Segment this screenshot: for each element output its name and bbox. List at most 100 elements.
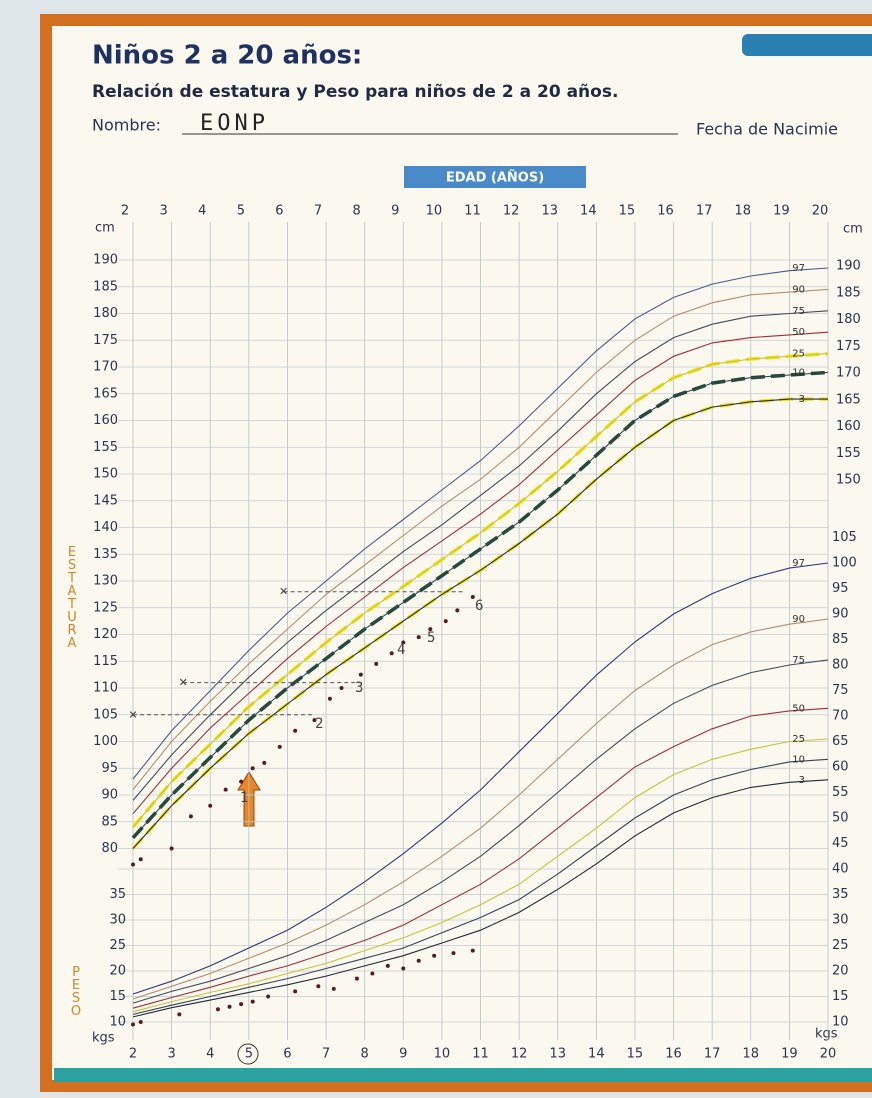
y-tick-label: 175 [93,333,118,348]
y2-tick-label: 30 [832,913,849,928]
y-right-tick-label: 190 [836,259,861,274]
x-tick-label-top: 10 [426,204,443,219]
y2-tick-label: 55 [832,785,849,800]
percentile-label: 75 [792,306,805,317]
x-tick-label-bottom: 6 [283,1047,291,1062]
y2-tick-label: 80 [832,658,849,673]
y-tick-label: 185 [93,279,118,294]
x-tick-label-bottom: 20 [820,1047,837,1062]
title: Niños 2 a 20 años: [92,41,362,71]
y2-tick-label: 105 [832,530,857,545]
y-tick-label: 130 [93,574,118,589]
patient-point [262,761,266,765]
x-tick-label-top: 19 [773,204,790,219]
percentile-label: 25 [792,349,805,360]
name-label: Nombre: [92,116,161,135]
y-tick-label: 120 [93,627,118,642]
y-tick-label: 125 [93,600,118,615]
x-tick-label-bottom: 14 [588,1047,605,1062]
y-tick-label: 110 [93,681,118,696]
patient-point [266,995,270,999]
patient-point [251,766,255,770]
visit-label: 1 [240,790,248,806]
patient-point [170,847,174,851]
y2-tick-label: 45 [832,836,849,851]
x-tick-label-bottom: 10 [434,1047,451,1062]
patient-point [278,745,282,749]
y2-tick-label: 90 [832,607,849,622]
reference-mark: × [179,675,187,691]
percentile-label: 25 [792,734,805,745]
x-tick-label-top: 8 [353,204,361,219]
patient-point [328,697,332,701]
y-tick-label: 105 [93,707,118,722]
patient-point [401,966,405,970]
x-tick-label-bottom: 13 [549,1047,566,1062]
percentile-label: 90 [792,284,805,295]
visit-label: 2 [315,716,323,732]
y-right-tick-label: 165 [836,392,861,407]
reference-mark: × [279,584,287,600]
percentile-label: 50 [792,703,805,714]
percentile-label: 97 [792,263,805,274]
y-tick-label: 95 [101,761,118,776]
x-tick-label-bottom: 8 [361,1047,369,1062]
x-tick-label-bottom: 7 [322,1047,330,1062]
y2-left-tick-label: 20 [109,964,126,979]
x-tick-label-bottom: 16 [665,1047,682,1062]
y2-tick-label: 100 [832,556,857,571]
patient-point [386,964,390,968]
patient-point [432,954,436,958]
y2-tick-label: 40 [832,862,849,877]
x-tick-label-bottom: 18 [743,1047,760,1062]
x-tick-label-bottom: 12 [511,1047,528,1062]
y2-tick-label: 75 [832,683,849,698]
patient-point [208,804,212,808]
visit-label: 6 [475,598,483,614]
height-title: ESTATURA [65,545,80,649]
y2-tick-label: 95 [832,581,849,596]
y2-left-tick-label: 25 [109,938,126,953]
patient-point [444,619,448,623]
x-tick-label-top: 4 [198,204,206,219]
y-right-tick-label: 185 [836,285,861,300]
y-tick-label: 80 [101,841,118,856]
patient-point [451,951,455,955]
y-tick-label: 160 [93,413,118,428]
patient-point [359,673,363,677]
patient-point [131,863,135,867]
patient-point [177,1012,181,1016]
percentile-label: 3 [799,394,805,405]
x-tick-label-bottom: 5 [245,1047,253,1062]
x-tick-label-bottom: 11 [472,1047,489,1062]
x-tick-label-top: 18 [735,204,752,219]
x-tick-label-bottom: 4 [206,1047,214,1062]
y-right-tick-label: 150 [836,473,861,488]
x-tick-label-top: 20 [812,204,829,219]
y2-tick-label: 85 [832,632,849,647]
y2-left-tick-label: 15 [109,989,126,1004]
patient-point [332,987,336,991]
x-tick-label-top: 14 [580,204,597,219]
visit-label: 4 [397,642,405,658]
x-tick-label-top: 5 [237,204,245,219]
patient-point [228,1005,232,1009]
percentile-label: 90 [792,614,805,625]
x-tick-label-bottom: 17 [704,1047,721,1062]
patient-point [139,1020,143,1024]
y-right-tick-label: 170 [836,366,861,381]
patient-point [417,959,421,963]
x-tick-label-bottom: 2 [129,1047,137,1062]
patient-point [355,977,359,981]
percentile-label: 10 [792,754,805,765]
y-right-tick-label: 160 [836,419,861,434]
x-tick-label-bottom: 3 [167,1047,175,1062]
y2-left-tick-label: 10 [109,1015,126,1030]
x-tick-label-top: 15 [619,204,636,219]
footer-band [54,1068,872,1082]
patient-point [239,780,243,784]
y-tick-label: 145 [93,493,118,508]
y-tick-label: 170 [93,360,118,375]
y2-left-tick-label: 30 [109,913,126,928]
x-tick-label-bottom: 9 [399,1047,407,1062]
